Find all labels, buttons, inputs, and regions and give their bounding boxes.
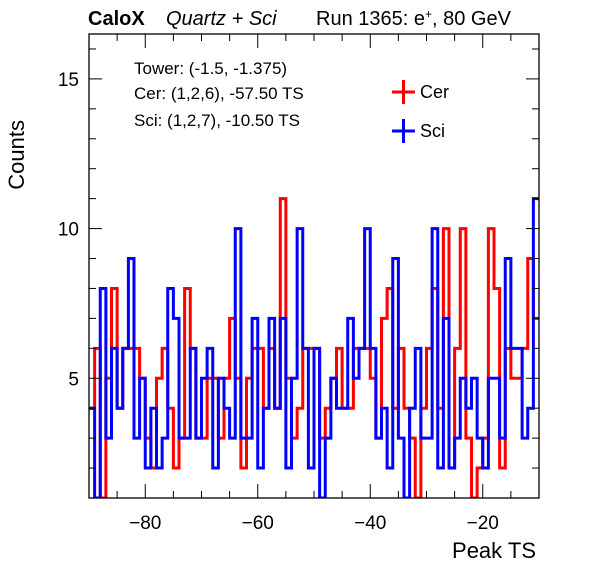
run-info: Run 1365: e+, 80 GeV: [316, 7, 512, 30]
y-tick-label: 5: [68, 369, 79, 390]
y-tick-label: 10: [58, 220, 79, 241]
sci-info: Sci: (1,2,7), -10.50 TS: [134, 111, 300, 130]
series-sci-line: [89, 197, 539, 498]
axis-ticks: −80 −60 −40 −20 5 10 15: [58, 34, 540, 534]
x-axis-title: Peak TS: [452, 538, 536, 563]
y-axis-title: Counts: [4, 120, 29, 190]
legend-label-sci: Sci: [420, 121, 445, 141]
run-text: Run 1365: e: [316, 8, 425, 30]
chart-subtitle: Quartz + Sci: [166, 8, 277, 30]
series-layer: [89, 197, 539, 498]
legend-marker-sci: [392, 119, 415, 143]
x-tick-label: −40: [354, 513, 386, 534]
legend: Cer Sci: [392, 80, 449, 143]
x-tick-label: −20: [467, 513, 499, 534]
run-tail: , 80 GeV: [432, 8, 512, 30]
x-tick-label: −80: [129, 513, 161, 534]
x-tick-label: −60: [242, 513, 274, 534]
y-tick-label: 15: [58, 70, 79, 91]
cer-info: Cer: (1,2,6), -57.50 TS: [134, 84, 304, 103]
legend-label-cer: Cer: [420, 82, 449, 102]
tower-info: Tower: (-1.5, -1.375): [134, 59, 287, 78]
legend-marker-cer: [392, 80, 415, 104]
chart-brand: CaloX: [88, 8, 145, 30]
run-sup: +: [425, 7, 432, 21]
